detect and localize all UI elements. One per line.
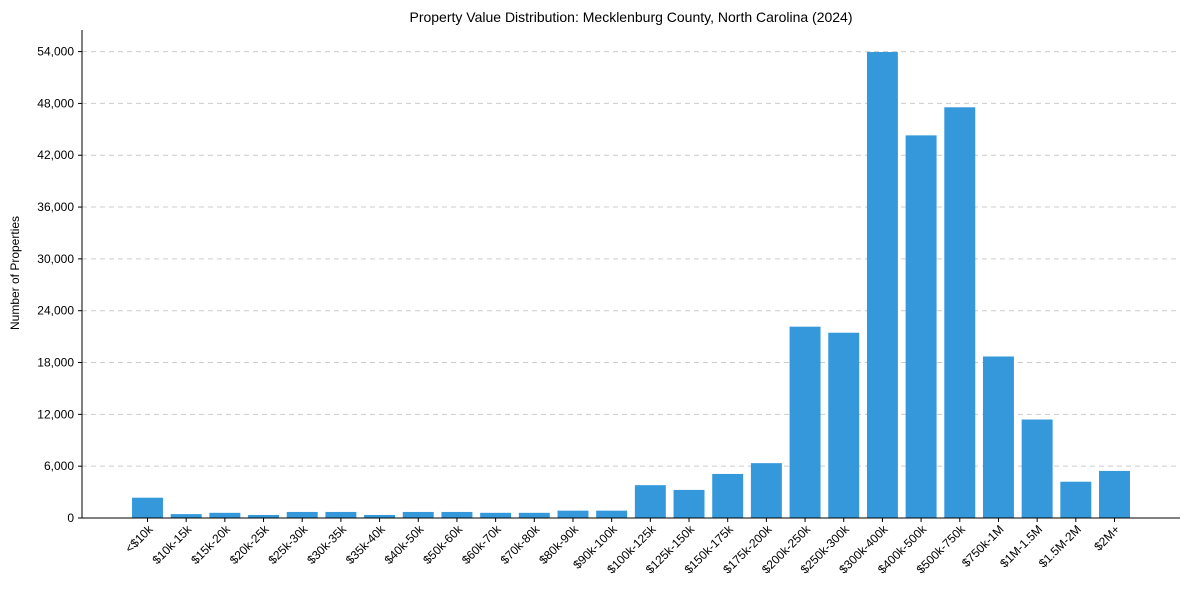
bar xyxy=(441,511,473,518)
gridlines xyxy=(82,51,1180,467)
x-tick-label: $35k-40k xyxy=(343,522,389,568)
chart-title: Property Value Distribution: Mecklenburg… xyxy=(409,9,852,25)
bar xyxy=(518,512,550,518)
bar xyxy=(170,514,202,518)
bar xyxy=(480,512,512,518)
y-tick-label: 12,000 xyxy=(37,407,74,421)
y-tick-label: 30,000 xyxy=(37,252,74,266)
bar xyxy=(402,511,434,518)
y-tick-label: 6,000 xyxy=(44,459,74,473)
x-tick-label: $70k-80k xyxy=(498,522,544,568)
y-tick-label: 18,000 xyxy=(37,356,74,370)
y-tick-label: 24,000 xyxy=(37,304,74,318)
x-tick-label: $10k-15k xyxy=(149,522,195,568)
bar xyxy=(673,489,705,518)
x-tick-label: $40k-50k xyxy=(382,522,428,568)
bar xyxy=(286,511,318,518)
x-tick-label: $1.5M-2M xyxy=(1036,522,1084,570)
bar xyxy=(325,511,357,518)
y-tick-label: 36,000 xyxy=(37,200,74,214)
bar xyxy=(132,497,163,518)
x-tick-label: <$10k xyxy=(122,522,156,556)
y-ticks: 0 6,000 12,000 18,000 24,000 30,000 36,000 42,0… xyxy=(37,45,82,525)
x-tick-label: $2M+ xyxy=(1091,522,1122,553)
bar xyxy=(982,356,1014,518)
axes xyxy=(81,30,1180,519)
bar xyxy=(596,510,628,518)
y-tick-label: 48,000 xyxy=(37,96,74,110)
y-tick-label: 0 xyxy=(67,511,74,525)
x-tick-label: $50k-60k xyxy=(420,522,466,568)
bar xyxy=(209,512,241,518)
bar xyxy=(789,326,821,518)
bar xyxy=(557,510,589,518)
y-axis-label: Number of Properties xyxy=(8,216,22,330)
x-tick-label: $25k-30k xyxy=(266,522,312,568)
bars xyxy=(132,52,1130,518)
x-tick-label: $20k-25k xyxy=(227,522,273,568)
y-tick-label: 42,000 xyxy=(37,148,74,162)
bar xyxy=(248,514,280,518)
bar xyxy=(905,135,937,518)
bar xyxy=(866,52,898,518)
bar xyxy=(944,107,976,518)
x-tick-label: $60k-70k xyxy=(459,522,505,568)
bar xyxy=(750,463,782,518)
bar xyxy=(1021,419,1053,518)
bar xyxy=(1060,481,1092,518)
bar xyxy=(1099,470,1130,518)
y-tick-label: 54,000 xyxy=(37,45,74,59)
bar xyxy=(634,485,666,518)
bar xyxy=(364,514,396,518)
x-ticks: <$10k$10k-15k$15k-20k$20k-25k$25k-30k$30… xyxy=(122,518,1123,576)
x-tick-label: $15k-20k xyxy=(188,522,234,568)
bar xyxy=(712,473,744,518)
bar xyxy=(828,332,860,518)
x-tick-label: $30k-35k xyxy=(304,522,350,568)
